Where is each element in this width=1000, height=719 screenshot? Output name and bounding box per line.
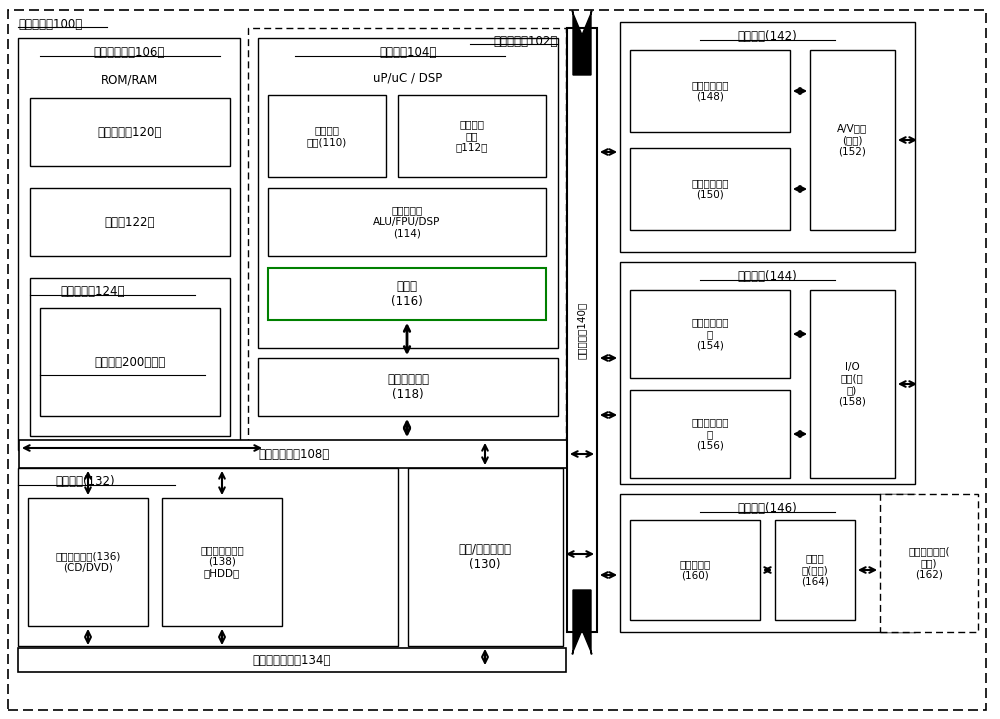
Text: 串行接口控制
器
(154): 串行接口控制 器 (154) [691,317,729,351]
Bar [162,498,282,626]
Bar [268,95,386,177]
Text: 不可移除储存器
(138)
（HDD）: 不可移除储存器 (138) （HDD） [200,546,244,579]
Text: 通信端
口(多个)
(164): 通信端 口(多个) (164) [801,554,829,587]
Bar [408,468,563,646]
Bar [630,148,790,230]
Bar [567,28,597,632]
Text: 储存设备(132): 储存设备(132) [55,475,115,488]
Bar [30,188,230,256]
Text: ROM/RAM: ROM/RAM [100,73,158,86]
Bar [18,38,240,450]
Bar [30,278,230,436]
Text: 处理器核心
ALU/FPU/DSP
(114): 处理器核心 ALU/FPU/DSP (114) [373,206,441,239]
Text: 系统存储器（106）: 系统存储器（106） [93,46,165,59]
Text: 一级高速
缓存(110): 一级高速 缓存(110) [307,125,347,147]
Bar [880,494,978,632]
Bar [18,468,398,646]
Text: 寄存器
(116): 寄存器 (116) [391,280,423,308]
Text: 基本配置（102）: 基本配置（102） [494,35,558,48]
Bar [28,498,148,626]
Text: 通信设备(146): 通信设备(146) [737,502,797,515]
Bar [630,390,790,478]
Bar [810,50,895,230]
Text: 计算设备（100）: 计算设备（100） [18,18,82,31]
Text: 存储器总线（108）: 存储器总线（108） [258,447,330,460]
Text: 储存接口总线（134）: 储存接口总线（134） [253,654,331,667]
Bar [18,648,566,672]
Text: 外围接口(144): 外围接口(144) [737,270,797,283]
Text: 存储器控制器
(118): 存储器控制器 (118) [387,373,429,401]
Text: 执行方法200的指令: 执行方法200的指令 [94,355,166,369]
Text: 二级高速
缓存
（112）: 二级高速 缓存 （112） [456,119,488,152]
Bar [810,290,895,478]
Text: 并行接口控制
器
(156): 并行接口控制 器 (156) [691,418,729,451]
Text: uP/uC / DSP: uP/uC / DSP [373,71,443,85]
Text: 总线/接口控制器
(130): 总线/接口控制器 (130) [458,543,512,571]
Text: 网络控制器
(160): 网络控制器 (160) [679,559,711,581]
Bar [268,268,546,320]
Text: 程序数据（124）: 程序数据（124） [60,285,124,298]
Text: 输出设备(142): 输出设备(142) [737,30,797,43]
Bar [630,290,790,378]
Text: 处理器（104）: 处理器（104） [379,46,437,59]
Bar [398,95,546,177]
Text: 应用（122）: 应用（122） [105,216,155,229]
Text: 其他计算设备(
多个)
(162): 其他计算设备( 多个) (162) [908,546,950,580]
Text: I/O
端口(多
个)
(158): I/O 端口(多 个) (158) [838,362,866,406]
Text: 操作系统（120）: 操作系统（120） [98,126,162,139]
Text: A/V端口
(多个)
(152): A/V端口 (多个) (152) [837,124,867,157]
Bar [630,520,760,620]
Bar [248,28,566,448]
Bar [630,50,790,132]
Polygon shape [572,590,592,654]
Bar [620,494,915,632]
Bar [40,308,220,416]
Text: 图像处理单元
(148): 图像处理单元 (148) [691,81,729,102]
Text: 可移除储存器(136)
(CD/DVD): 可移除储存器(136) (CD/DVD) [55,551,121,573]
Bar [620,262,915,484]
Bar [258,38,558,348]
Bar [258,358,558,416]
Bar [775,520,855,620]
Bar [19,440,567,468]
Text: 音频处理单元
(150): 音频处理单元 (150) [691,178,729,200]
Text: 接口总线（140）: 接口总线（140） [577,301,587,359]
Bar [620,22,915,252]
Polygon shape [572,11,592,75]
Bar [268,188,546,256]
Bar [30,98,230,166]
